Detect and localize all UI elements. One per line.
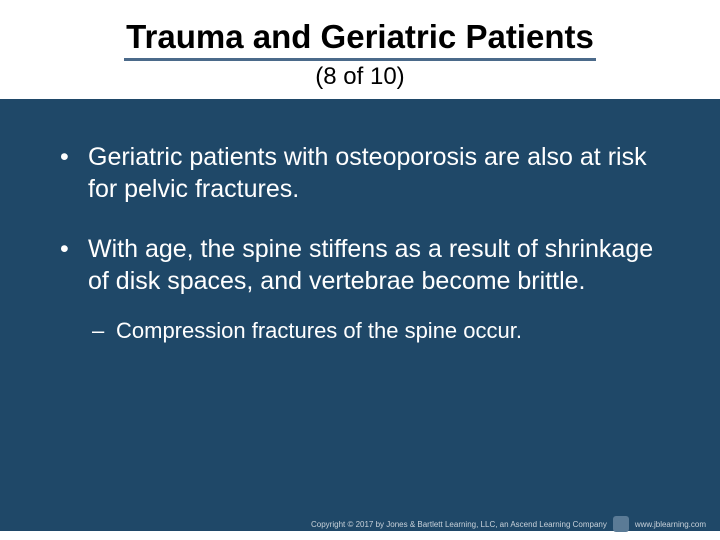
bullet-marker: • (60, 141, 88, 205)
bullet-marker: – (92, 317, 116, 346)
copyright-text: Copyright © 2017 by Jones & Bartlett Lea… (311, 520, 607, 529)
slide-body: • Geriatric patients with osteoporosis a… (0, 99, 720, 531)
bullet-text: Compression fractures of the spine occur… (116, 317, 522, 346)
bullet-text: Geriatric patients with osteoporosis are… (88, 141, 660, 205)
bullet-item: • With age, the spine stiffens as a resu… (60, 233, 660, 297)
bullet-marker: • (60, 233, 88, 297)
publisher-logo-icon (613, 516, 629, 532)
sub-bullet-item: – Compression fractures of the spine occ… (92, 317, 660, 346)
slide: Trauma and Geriatric Patients (8 of 10) … (0, 0, 720, 540)
slide-subtitle: (8 of 10) (40, 63, 680, 91)
title-band: Trauma and Geriatric Patients (8 of 10) (0, 0, 720, 99)
title-underline (124, 58, 596, 61)
footer: Copyright © 2017 by Jones & Bartlett Lea… (311, 516, 706, 532)
slide-title: Trauma and Geriatric Patients (40, 18, 680, 56)
bullet-item: • Geriatric patients with osteoporosis a… (60, 141, 660, 205)
footer-url: www.jblearning.com (635, 520, 706, 529)
bullet-text: With age, the spine stiffens as a result… (88, 233, 660, 297)
